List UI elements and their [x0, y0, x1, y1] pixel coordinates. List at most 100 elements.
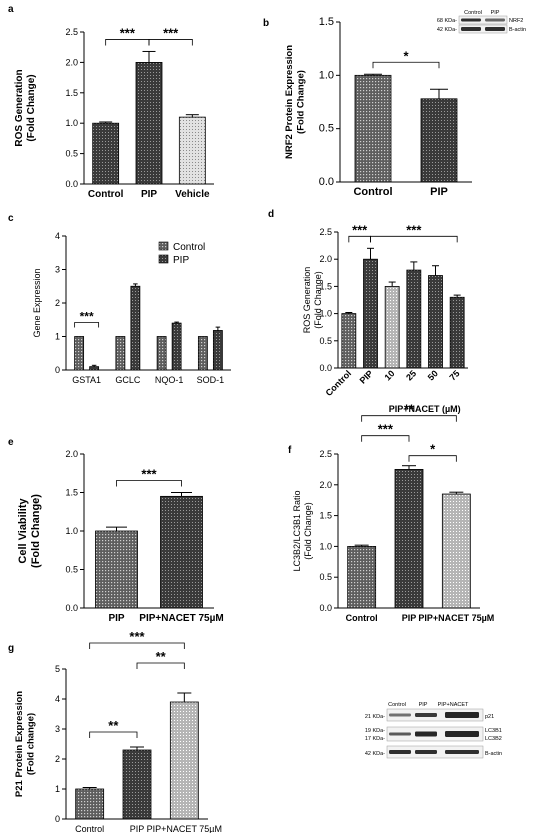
x-tick-label: SOD-1 [197, 375, 225, 385]
blot-protein-label: LC3B1 [485, 728, 502, 734]
y-tick-label: 2 [55, 298, 60, 308]
y-tick-label: 1.0 [65, 526, 78, 536]
panel-label-a: a [8, 4, 14, 15]
y-tick-label: 1 [55, 784, 60, 794]
significance-label: *** [80, 310, 94, 324]
chart-a: 0.0 0.5 1.0 1.5 2.0 2.5 ROS Generation (Fold Ch… [14, 25, 214, 200]
bar-control [74, 336, 85, 371]
y-tick-label: 1.5 [319, 16, 334, 28]
panel-label-d: d [268, 209, 275, 220]
x-tick-label: PIP [108, 613, 124, 624]
blot-marker-label: 19 KDa- [365, 728, 385, 734]
bar [160, 495, 203, 609]
y-axis-label: (Fold Change) [26, 74, 37, 141]
chart-c: 0 1 2 3 4 Gene Expression Control PIP GSTA1 GCLC N… [32, 231, 231, 385]
significance-bracket [408, 455, 457, 462]
blot-band [389, 750, 411, 754]
bar [363, 258, 378, 369]
y-tick-label: 2.0 [65, 57, 78, 67]
blot-lane-label: Control [464, 10, 482, 16]
nrf2-western-blot: Control PIP 68 KDa- 42 KDa- NRF2 B-actin [437, 10, 526, 34]
y-axis-label: P21 Protein Expression [14, 691, 25, 797]
y-tick-label: 0.5 [65, 149, 78, 159]
legend: Control PIP [158, 241, 205, 266]
blot-band [485, 18, 505, 22]
y-tick-label: 3 [55, 265, 60, 275]
y-tick-label: 0.5 [319, 572, 332, 582]
significance-label: *** [378, 422, 394, 437]
y-tick-label: 2 [55, 754, 60, 764]
significance-label: * [430, 442, 436, 457]
bar-control [115, 336, 126, 371]
y-tick-label: 1.5 [319, 281, 332, 291]
y-axis-label: ROS Generation [14, 69, 25, 146]
y-axis-label: ROS Generation [302, 267, 312, 334]
significance-label: ** [108, 718, 119, 733]
bar [354, 74, 392, 183]
bar-pip [89, 366, 100, 371]
x-tick-label: Control [346, 613, 378, 623]
y-tick-label: 1.5 [319, 511, 332, 521]
legend-label: PIP [173, 255, 189, 266]
chart-d: 0.0 0.5 1.0 1.5 2.0 2.5 ROS Generation (Fold Ch… [302, 222, 468, 414]
x-tick-label: 10 [382, 368, 396, 382]
y-axis-label: (Fold Change) [296, 70, 307, 134]
bar [122, 749, 152, 820]
x-tick-label: PIP+NACET 75µM [147, 824, 222, 833]
bar [394, 468, 424, 609]
chart-b: 0.0 0.5 1.0 1.5 NRF2 Protein Expression (Fold… [284, 16, 472, 198]
significance-label: *** [141, 467, 157, 482]
y-tick-label: 5 [55, 664, 60, 674]
bar [428, 275, 443, 369]
y-tick-label: 1.0 [65, 118, 78, 128]
significance-label: *** [129, 629, 145, 644]
significance-label: * [403, 48, 409, 63]
y-tick-label: 0.0 [319, 603, 332, 613]
bar [92, 122, 120, 185]
blot-lane-label: Control [388, 702, 406, 708]
bar [449, 296, 465, 369]
significance-bracket [89, 642, 185, 649]
y-axis-label: (Fold Change) [30, 494, 42, 568]
panel-label-c: c [8, 213, 14, 224]
y-tick-label: 2.0 [65, 449, 78, 459]
y-tick-label: 2.5 [65, 27, 78, 37]
y-tick-label: 1 [55, 332, 60, 342]
blot-protein-label: p21 [485, 714, 494, 720]
x-axis-label: PIP+NACET (µM) [389, 404, 461, 414]
x-tick-label: GCLC [115, 375, 141, 385]
y-tick-label: 2.0 [319, 254, 332, 264]
chart-f: 0.0 0.5 1.0 1.5 2.0 2.5 LC3B2/LC3B1 Ratio (Fold… [292, 402, 494, 623]
blot-marker-label: 21 KDa- [365, 714, 385, 720]
x-tick-label: PIP [141, 189, 157, 200]
blot-strip [458, 24, 508, 34]
blot-band [415, 731, 437, 737]
x-tick-label: PIP [130, 824, 145, 833]
y-tick-label: 2.5 [319, 227, 332, 237]
y-tick-label: 1.5 [65, 488, 78, 498]
y-axis-label: (Fold Change) [313, 271, 323, 329]
bar [384, 285, 400, 369]
x-tick-label: PIP [358, 368, 375, 385]
y-tick-label: 3 [55, 724, 60, 734]
y-tick-label: 1.0 [319, 69, 334, 81]
bar-pip [171, 322, 182, 371]
blot-band [445, 750, 479, 754]
significance-label: *** [163, 25, 179, 40]
blot-band [485, 27, 505, 31]
y-axis-label: NRF2 Protein Expression [284, 45, 295, 159]
significance-bracket [74, 322, 100, 328]
blot-protein-label: B-actin [485, 751, 502, 757]
bar-control [156, 336, 167, 371]
blot-marker-label: 42 KDa- [365, 751, 385, 757]
chart-e: 0.0 0.5 1.0 1.5 2.0 Cell Viability (Fold Chang… [17, 449, 224, 624]
x-tick-label: 25 [404, 368, 418, 382]
significance-bracket [361, 435, 410, 442]
x-tick-label: NQO-1 [155, 375, 184, 385]
y-tick-label: 1.5 [65, 88, 78, 98]
y-tick-label: 0.0 [319, 363, 332, 373]
legend-swatch [158, 241, 169, 251]
x-tick-label: PIP [430, 186, 448, 198]
legend-swatch [158, 254, 169, 264]
significance-label: *** [120, 25, 136, 40]
